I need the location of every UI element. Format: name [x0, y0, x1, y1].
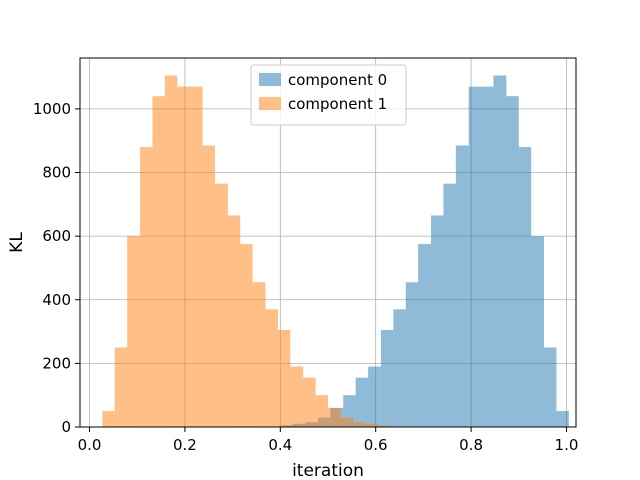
histogram-bar — [531, 236, 545, 427]
histogram-bar — [164, 75, 178, 427]
histogram-bar — [506, 96, 519, 427]
x-tick-label: 0.8 — [459, 436, 483, 454]
histogram-bar — [315, 395, 328, 427]
histogram-bar — [177, 86, 191, 428]
histogram-bar — [365, 423, 379, 427]
histogram-bar — [556, 411, 569, 427]
histogram-bar — [455, 145, 469, 427]
histogram-bar — [380, 329, 394, 427]
histogram-bar — [544, 347, 557, 427]
axis-ticks: 0.0 0.2 0.4 0.6 0.8 1.0 0 200 400 600 800 1000 — [33, 100, 579, 454]
histogram-bar — [418, 244, 432, 427]
histogram-bar — [353, 422, 366, 427]
histogram-bar — [368, 366, 381, 427]
histogram-bar — [252, 282, 266, 427]
histogram-bar — [240, 244, 253, 427]
histogram-bar — [378, 425, 391, 427]
y-tick-label: 0 — [61, 418, 71, 436]
histogram-bar — [152, 96, 165, 427]
histogram-bar — [340, 417, 354, 427]
histogram-bar — [328, 407, 341, 427]
legend-label-component-1: component 1 — [288, 95, 387, 113]
histogram-bar — [290, 366, 304, 427]
legend-label-component-0: component 0 — [288, 71, 387, 89]
histogram-bar — [277, 329, 291, 427]
histogram-bar — [443, 183, 456, 427]
histogram-bar — [102, 411, 115, 427]
histogram-bar — [481, 86, 494, 428]
y-tick-label: 1000 — [33, 100, 71, 118]
histogram-bars — [102, 75, 569, 428]
legend: component 0 component 1 — [250, 64, 407, 126]
plot-frame — [79, 57, 577, 428]
histogram-bar — [493, 75, 507, 427]
histogram-bar — [518, 147, 532, 427]
series-1-bars — [102, 75, 391, 428]
y-axis-label: KL — [7, 232, 27, 253]
histogram-bar — [405, 282, 419, 427]
histogram-bar — [355, 377, 369, 427]
histogram-bar — [227, 215, 241, 427]
y-tick-label: 200 — [42, 354, 71, 372]
y-tick-label: 400 — [42, 291, 71, 309]
histogram-bar — [303, 377, 316, 427]
histogram-bar — [114, 347, 128, 427]
histogram-bar — [431, 215, 444, 427]
x-tick-label: 0.6 — [364, 436, 388, 454]
y-tick-label: 800 — [42, 164, 71, 182]
x-axis-label: iteration — [292, 461, 364, 480]
histogram-bar — [127, 236, 141, 427]
legend-swatch-component-1 — [259, 97, 281, 110]
y-tick-label: 600 — [42, 227, 71, 245]
x-tick-label: 0.0 — [78, 436, 102, 454]
histogram-bar — [190, 86, 203, 428]
series-0-bars — [280, 75, 569, 428]
histogram-bar — [265, 309, 278, 427]
x-tick-label: 0.2 — [173, 436, 197, 454]
histogram-bar — [202, 145, 215, 427]
x-tick-label: 1.0 — [555, 436, 579, 454]
legend-box — [250, 64, 407, 126]
histogram-bar — [214, 183, 228, 427]
histogram-bar — [140, 147, 153, 427]
legend-swatch-component-0 — [259, 73, 281, 86]
histogram-bar — [393, 309, 406, 427]
x-tick-label: 0.4 — [268, 436, 292, 454]
histogram-bar — [468, 86, 482, 428]
